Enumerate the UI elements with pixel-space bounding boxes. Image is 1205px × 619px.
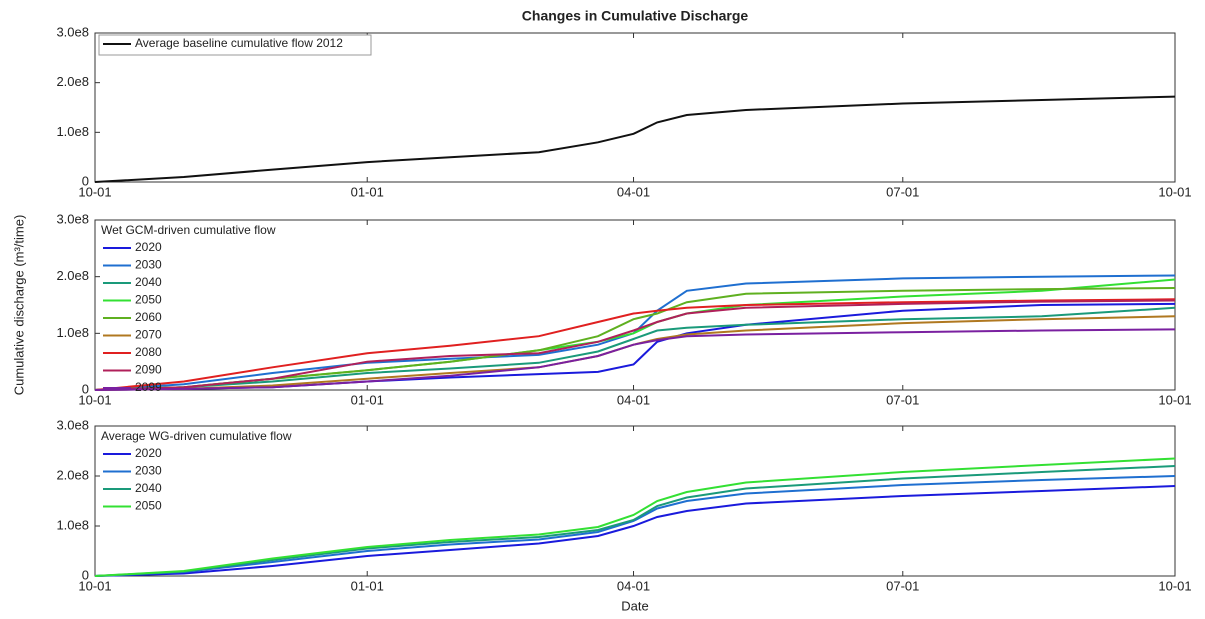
y-tick-label: 0 bbox=[82, 381, 89, 396]
y-tick-label: 3.0e8 bbox=[56, 211, 89, 226]
x-tick-label: 04-01 bbox=[617, 184, 650, 199]
legend-box bbox=[98, 34, 372, 56]
x-tick-label: 01-01 bbox=[351, 184, 384, 199]
legend-label: 2030 bbox=[135, 464, 162, 478]
legend-title: Wet GCM-driven cumulative flow bbox=[101, 223, 276, 237]
x-tick-label: 04-01 bbox=[617, 392, 650, 407]
series-line bbox=[94, 306, 1176, 391]
legend-label: 2020 bbox=[135, 240, 162, 254]
x-tick-label: 04-01 bbox=[617, 578, 650, 593]
y-tick-label: 2.0e8 bbox=[56, 74, 89, 89]
y-tick-label: 2.0e8 bbox=[56, 467, 89, 482]
legend-label: 2070 bbox=[135, 328, 162, 342]
series-line bbox=[94, 465, 1176, 577]
series-line bbox=[94, 274, 1176, 391]
x-tick-label: 07-01 bbox=[886, 392, 919, 407]
x-tick-label: 10-01 bbox=[1158, 184, 1191, 199]
y-tick-label: 1.0e8 bbox=[56, 124, 89, 139]
plot-frame bbox=[94, 219, 1176, 391]
x-tick-label: 10-01 bbox=[1158, 578, 1191, 593]
legend-label: 2020 bbox=[135, 446, 162, 460]
x-tick-label: 07-01 bbox=[886, 184, 919, 199]
y-tick-label: 3.0e8 bbox=[56, 24, 89, 39]
series-line bbox=[94, 298, 1176, 391]
series-line bbox=[94, 278, 1176, 391]
y-axis-label: Cumulative discharge (m³/time) bbox=[11, 215, 26, 396]
legend-label: Average baseline cumulative flow 2012 bbox=[135, 36, 343, 50]
legend-label: 2030 bbox=[135, 258, 162, 272]
y-tick-label: 3.0e8 bbox=[56, 417, 89, 432]
legend-label: 2060 bbox=[135, 310, 162, 324]
series-line bbox=[94, 328, 1176, 391]
series-line bbox=[94, 475, 1176, 577]
legend-label: 2090 bbox=[135, 363, 162, 377]
x-tick-label: 10-01 bbox=[78, 578, 111, 593]
legend-label: 2050 bbox=[135, 293, 162, 307]
x-tick-label: 10-01 bbox=[78, 184, 111, 199]
legend-label: 2040 bbox=[135, 481, 162, 495]
y-tick-label: 0 bbox=[82, 173, 89, 188]
y-tick-label: 2.0e8 bbox=[56, 268, 89, 283]
series-line bbox=[94, 95, 1176, 183]
legend-label: 2099 bbox=[135, 380, 162, 394]
y-tick-label: 0 bbox=[82, 567, 89, 582]
figure-title: Changes in Cumulative Discharge bbox=[522, 8, 749, 24]
series-line bbox=[94, 457, 1176, 577]
x-tick-label: 10-01 bbox=[78, 392, 111, 407]
series-line bbox=[94, 287, 1176, 391]
plot-frame bbox=[94, 425, 1176, 577]
legend-label: 2050 bbox=[135, 499, 162, 513]
series-line bbox=[94, 485, 1176, 577]
legend-title: Average WG-driven cumulative flow bbox=[101, 429, 292, 443]
x-tick-label: 01-01 bbox=[351, 392, 384, 407]
x-tick-label: 10-01 bbox=[1158, 392, 1191, 407]
legend-label: 2040 bbox=[135, 275, 162, 289]
series-line bbox=[94, 315, 1176, 391]
x-tick-label: 07-01 bbox=[886, 578, 919, 593]
x-axis-label: Date bbox=[621, 598, 648, 613]
y-tick-label: 1.0e8 bbox=[56, 517, 89, 532]
y-tick-label: 1.0e8 bbox=[56, 325, 89, 340]
legend-label: 2080 bbox=[135, 345, 162, 359]
x-tick-label: 01-01 bbox=[351, 578, 384, 593]
series-line bbox=[94, 299, 1176, 391]
plot-frame bbox=[94, 32, 1176, 183]
